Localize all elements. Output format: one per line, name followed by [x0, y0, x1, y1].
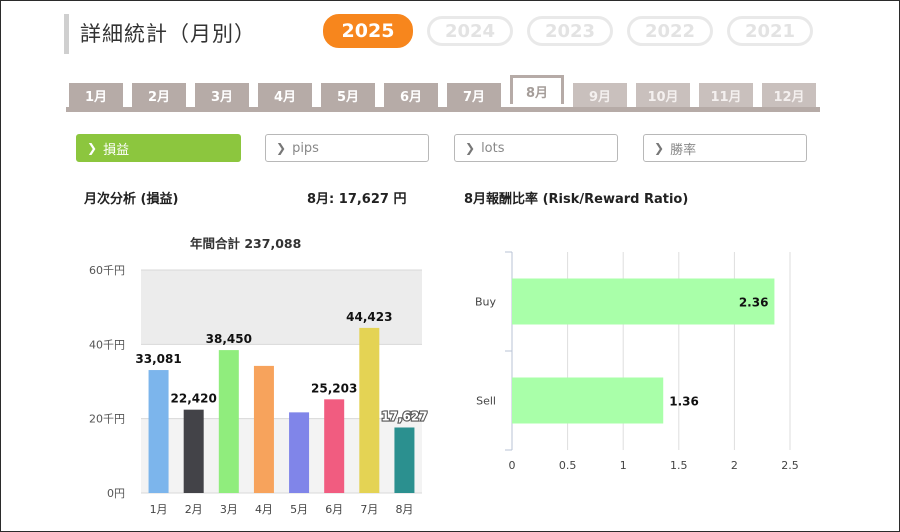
x-tick-label: 6月 [325, 503, 343, 516]
data-label: 25,203 [311, 381, 357, 395]
data-label: 17,627 [381, 409, 427, 423]
metric-label: 勝率 [670, 142, 697, 158]
y-tick-label: 0円 [107, 487, 125, 500]
bar-3 [218, 350, 239, 493]
x-tick-label: 4月 [255, 503, 273, 516]
metric-label: 損益 [103, 142, 130, 158]
bar-8 [394, 427, 415, 493]
x-tick-label: 2月 [185, 503, 203, 516]
metric-button-pips[interactable]: ❯ pips [265, 134, 429, 162]
x-tick-label: 0.5 [559, 459, 577, 472]
bar-2 [183, 409, 204, 493]
x-tick-label: 0 [509, 459, 516, 472]
year-selector: 2025 2024 2023 2022 2021 [323, 14, 813, 48]
y-tick-label: 40千円 [89, 338, 125, 351]
tab-month-5[interactable]: 5月 [321, 83, 375, 107]
y-tick-label: Buy [475, 296, 497, 309]
chevron-right-icon: ❯ [654, 141, 665, 155]
tab-month-2[interactable]: 2月 [132, 83, 186, 107]
rr-bar-buy [512, 278, 775, 325]
year-pill-2025[interactable]: 2025 [323, 14, 413, 48]
bar-1 [148, 370, 169, 493]
month-tabs-underline [66, 107, 820, 112]
data-label: 2.36 [739, 296, 769, 310]
x-tick-label: 2 [731, 459, 738, 472]
y-tick-label: 20千円 [89, 413, 125, 426]
year-pill-2024[interactable]: 2024 [427, 16, 513, 46]
chevron-right-icon: ❯ [465, 141, 476, 155]
x-tick-label: 1 [620, 459, 627, 472]
bar-7 [359, 327, 380, 493]
data-label: 44,423 [346, 310, 392, 324]
year-pill-2022[interactable]: 2022 [627, 16, 713, 46]
tab-month-10: 10月 [636, 83, 690, 107]
metric-button-lots[interactable]: ❯ lots [454, 134, 618, 162]
metric-button-profit[interactable]: ❯ 損益 [76, 134, 241, 162]
chevron-right-icon: ❯ [87, 141, 98, 155]
tab-month-9: 9月 [573, 83, 627, 107]
year-pill-2023[interactable]: 2023 [527, 16, 613, 46]
tab-month-7[interactable]: 7月 [447, 83, 501, 107]
rr-bar-sell [512, 377, 664, 424]
data-label: 22,420 [171, 392, 217, 406]
title-accent-bar [64, 14, 69, 54]
x-tick-label: 8月 [395, 503, 413, 516]
data-label: 38,450 [206, 332, 252, 346]
x-tick-label: 2.5 [781, 459, 799, 472]
x-tick-label: 3月 [220, 503, 238, 516]
tab-month-1[interactable]: 1月 [69, 83, 123, 107]
month-total-value: 8月: 17,627 円 [307, 192, 407, 207]
metric-button-winrate[interactable]: ❯ 勝率 [643, 134, 807, 162]
bar-4 [253, 365, 274, 493]
month-tabs: 1月 2月 3月 4月 5月 6月 7月 8月 9月 10月 11月 12月 [69, 75, 816, 107]
tab-month-3[interactable]: 3月 [195, 83, 249, 107]
metric-label: pips [292, 140, 319, 156]
x-tick-label: 1月 [150, 503, 168, 516]
plot-band [141, 270, 422, 345]
tab-month-11: 11月 [699, 83, 753, 107]
x-tick-label: 1.5 [670, 459, 688, 472]
monthly-analysis-title: 月次分析 (損益) [84, 192, 179, 207]
page-title: 詳細統計（月別） [80, 22, 256, 46]
rr-ratio-title: 8月報酬比率 (Risk/Reward Ratio) [464, 192, 689, 207]
tab-month-12: 12月 [762, 83, 816, 107]
data-label: 33,081 [135, 352, 181, 366]
plot-band [141, 418, 422, 493]
tab-month-6[interactable]: 6月 [384, 83, 438, 107]
x-tick-label: 7月 [360, 503, 378, 516]
bar-6 [324, 399, 345, 493]
x-tick-label: 5月 [290, 503, 308, 516]
data-label: 1.36 [669, 395, 699, 409]
tab-month-4[interactable]: 4月 [258, 83, 312, 107]
tab-month-8[interactable]: 8月 [510, 75, 564, 104]
year-pill-2021[interactable]: 2021 [727, 16, 813, 46]
chevron-right-icon: ❯ [276, 141, 287, 155]
metric-label: lots [481, 140, 505, 156]
y-tick-label: Sell [476, 395, 496, 408]
annual-total-title: 年間合計 237,088 [190, 236, 302, 251]
bar-5 [289, 412, 310, 493]
y-tick-label: 60千円 [89, 264, 125, 277]
